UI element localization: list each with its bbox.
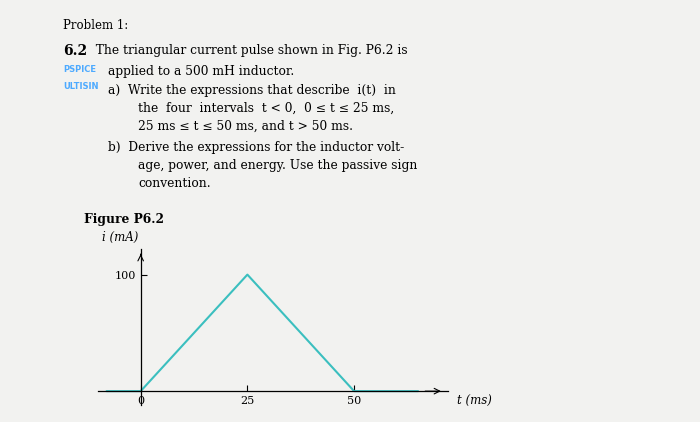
Text: the  four  intervals  t < 0,  0 ≤ t ≤ 25 ms,: the four intervals t < 0, 0 ≤ t ≤ 25 ms, [138, 102, 394, 115]
Text: The triangular current pulse shown in Fig. P6.2 is: The triangular current pulse shown in Fi… [88, 44, 407, 57]
Text: Problem 1:: Problem 1: [63, 19, 128, 32]
Text: applied to a 500 mH inductor.: applied to a 500 mH inductor. [108, 65, 295, 78]
Text: PSPICE: PSPICE [63, 65, 96, 74]
Text: ULTISIN: ULTISIN [63, 82, 99, 91]
Text: convention.: convention. [138, 177, 211, 190]
Text: 25 ms ≤ t ≤ 50 ms, and t > 50 ms.: 25 ms ≤ t ≤ 50 ms, and t > 50 ms. [138, 120, 353, 133]
Text: 6.2: 6.2 [63, 44, 87, 58]
Text: b)  Derive the expressions for the inductor volt-: b) Derive the expressions for the induct… [108, 141, 405, 154]
Text: t (ms): t (ms) [456, 395, 491, 408]
Text: i (mA): i (mA) [102, 231, 139, 244]
Text: age, power, and energy. Use the passive sign: age, power, and energy. Use the passive … [138, 159, 417, 172]
Text: a)  Write the expressions that describe  i(t)  in: a) Write the expressions that describe i… [108, 84, 396, 97]
Text: Figure P6.2: Figure P6.2 [84, 213, 164, 226]
